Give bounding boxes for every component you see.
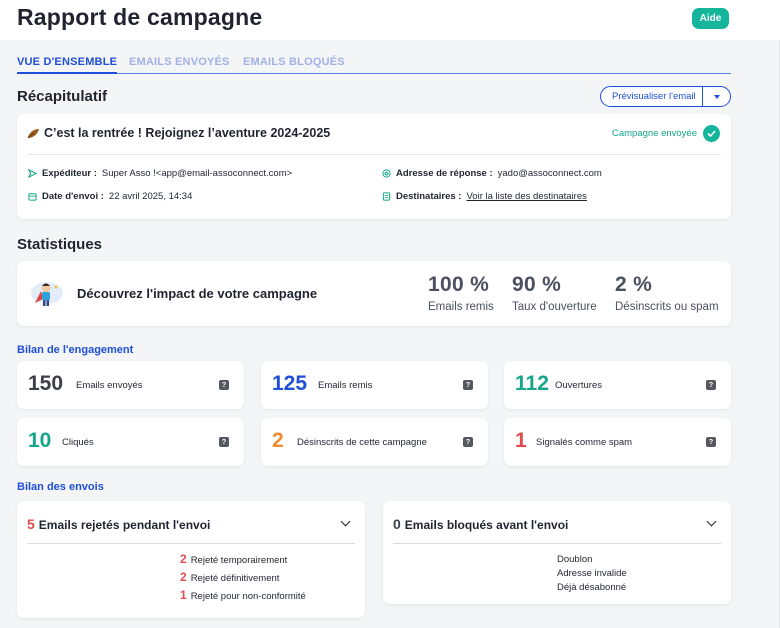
help-icon[interactable]: ? xyxy=(706,380,716,390)
preview-email-button[interactable]: Prévisualiser l'email xyxy=(601,87,702,106)
engagement-card-spam: 1 Signalés comme spam ? xyxy=(504,418,731,466)
date-value: 22 avril 2025, 14:34 xyxy=(108,191,193,202)
divider xyxy=(393,543,721,544)
rejected-row: 2 Rejeté définitivement xyxy=(180,570,279,584)
calendar-icon xyxy=(28,193,37,201)
engagement-value: 2 xyxy=(272,429,284,452)
statistics-banner: Découvrez l'impact de votre campagne 100… xyxy=(17,261,731,326)
superhero-illustration-icon xyxy=(31,282,63,306)
blocked-panel-title[interactable]: 0 Emails bloqués avant l'envoi xyxy=(393,516,568,532)
kpi-delivered: 100 % Emails remis xyxy=(428,273,494,313)
check-icon xyxy=(703,125,720,142)
tab-blocked-emails[interactable]: EMAILS BLOQUÉS xyxy=(243,56,345,68)
rejected-row: 1 Rejeté pour non-conformité xyxy=(180,588,306,602)
rejected-title-text: Emails rejetés pendant l'envoi xyxy=(38,518,211,532)
engagement-value: 112 xyxy=(515,372,549,395)
kpi-value: 90 % xyxy=(512,273,562,296)
list-icon xyxy=(382,192,391,201)
help-button[interactable]: Aide xyxy=(692,8,729,29)
sending-heading: Bilan des envois xyxy=(17,481,104,493)
status-text: Campagne envoyée xyxy=(611,128,697,139)
chevron-down-icon[interactable] xyxy=(340,516,351,527)
summary-card: C’est la rentrée ! Rejoignez l’aventure … xyxy=(17,114,731,219)
rejected-count: 5 xyxy=(27,516,35,532)
blocked-title-text: Emails bloqués avant l'envoi xyxy=(404,518,569,532)
leaf-icon xyxy=(27,128,39,138)
engagement-card-opens: 112 Ouvertures ? xyxy=(504,361,731,409)
engagement-label: Emails remis xyxy=(318,380,373,391)
chevron-down-icon[interactable] xyxy=(706,516,717,527)
date-label: Date d'envoi : xyxy=(42,191,104,202)
kpi-label: Emails remis xyxy=(428,301,494,313)
engagement-card-sent: 150 Emails envoyés ? xyxy=(17,361,244,409)
tab-overview[interactable]: VUE D'ENSEMBLE xyxy=(17,56,118,74)
engagement-label: Signalés comme spam xyxy=(536,437,633,448)
engagement-value: 150 xyxy=(28,372,64,395)
help-icon[interactable]: ? xyxy=(463,380,473,390)
campaign-title: C’est la rentrée ! Rejoignez l’aventure … xyxy=(27,126,330,140)
tab-sent-emails[interactable]: EMAILS ENVOYÉS xyxy=(129,56,230,68)
engagement-value: 10 xyxy=(28,429,52,452)
engagement-card-clicks: 10 Cliqués ? xyxy=(17,418,244,466)
tab-bar: VUE D'ENSEMBLE EMAILS ENVOYÉS EMAILS BLO… xyxy=(17,54,731,74)
engagement-label: Désinscrits de cette campagne xyxy=(297,437,427,448)
top-bar: Rapport de campagne Aide xyxy=(0,0,780,40)
row-count: 2 xyxy=(180,552,187,566)
engagement-card-delivered: 125 Emails remis ? xyxy=(261,361,488,409)
statistics-heading: Statistiques xyxy=(17,236,103,253)
recipients-label: Destinataires : xyxy=(396,191,462,202)
engagement-label: Cliqués xyxy=(62,437,94,448)
at-icon xyxy=(382,169,391,178)
date-row: Date d'envoi : 22 avril 2025, 14:34 xyxy=(28,191,192,202)
engagement-value: 125 xyxy=(272,372,308,395)
blocked-row: Adresse invalide xyxy=(557,568,627,579)
engagement-heading: Bilan de l'engagement xyxy=(17,344,134,356)
engagement-label: Ouvertures xyxy=(555,380,602,391)
statistics-banner-text: Découvrez l'impact de votre campagne xyxy=(77,286,318,301)
caret-down-icon xyxy=(713,94,720,99)
preview-dropdown-toggle[interactable] xyxy=(702,87,730,106)
blocked-count: 0 xyxy=(393,516,401,532)
send-icon xyxy=(28,169,37,178)
kpi-value: 100 % xyxy=(428,273,490,296)
engagement-card-unsubscribed: 2 Désinscrits de cette campagne ? xyxy=(261,418,488,466)
blocked-row: Déjà désabonné xyxy=(557,582,627,593)
engagement-value: 1 xyxy=(515,429,527,452)
campaign-title-text: C’est la rentrée ! Rejoignez l’aventure … xyxy=(44,126,331,140)
kpi-label: Taux d'ouverture xyxy=(512,301,597,313)
sender-value: Super Asso !<app@email-assoconnect.com> xyxy=(101,168,293,179)
rejected-panel-title[interactable]: 5 Emails rejetés pendant l'envoi xyxy=(27,516,210,532)
kpi-value: 2 % xyxy=(615,273,653,296)
recipients-row: Destinataires : Voir la liste des destin… xyxy=(382,191,587,202)
help-icon[interactable]: ? xyxy=(219,437,229,447)
blocked-emails-panel: 0 Emails bloqués avant l'envoi Doublon Ad… xyxy=(383,501,731,604)
reply-row: Adresse de réponse : yado@assoconnect.co… xyxy=(382,168,602,179)
row-count: 2 xyxy=(180,570,187,584)
page-title: Rapport de campagne xyxy=(17,4,263,30)
row-count: 1 xyxy=(180,588,187,602)
rejected-emails-panel: 5 Emails rejetés pendant l'envoi 2 Rejeté … xyxy=(17,501,365,618)
kpi-unsubscribed-spam: 2 % Désinscrits ou spam xyxy=(615,273,719,313)
summary-heading: Récapitulatif xyxy=(17,88,108,105)
help-icon[interactable]: ? xyxy=(463,437,473,447)
preview-email-split-button: Prévisualiser l'email xyxy=(600,86,731,107)
reply-label: Adresse de réponse : xyxy=(396,168,493,179)
engagement-label: Emails envoyés xyxy=(76,380,143,391)
row-label: Rejeté temporairement xyxy=(190,555,288,566)
row-label: Rejeté définitivement xyxy=(190,573,280,584)
row-label: Rejeté pour non-conformité xyxy=(190,591,306,602)
reply-value: yado@assoconnect.com xyxy=(497,168,602,179)
sender-row: Expéditeur : Super Asso !<app@email-asso… xyxy=(28,168,292,179)
divider xyxy=(27,543,355,544)
help-icon[interactable]: ? xyxy=(219,380,229,390)
blocked-row: Doublon xyxy=(557,554,593,565)
rejected-row: 2 Rejeté temporairement xyxy=(180,552,287,566)
divider xyxy=(27,154,721,155)
help-icon[interactable]: ? xyxy=(706,437,716,447)
kpi-open-rate: 90 % Taux d'ouverture xyxy=(512,273,597,313)
kpi-label: Désinscrits ou spam xyxy=(615,301,719,313)
campaign-status: Campagne envoyée xyxy=(612,125,720,142)
recipients-link[interactable]: Voir la liste des destinataires xyxy=(466,191,587,202)
sender-label: Expéditeur : xyxy=(42,168,97,179)
